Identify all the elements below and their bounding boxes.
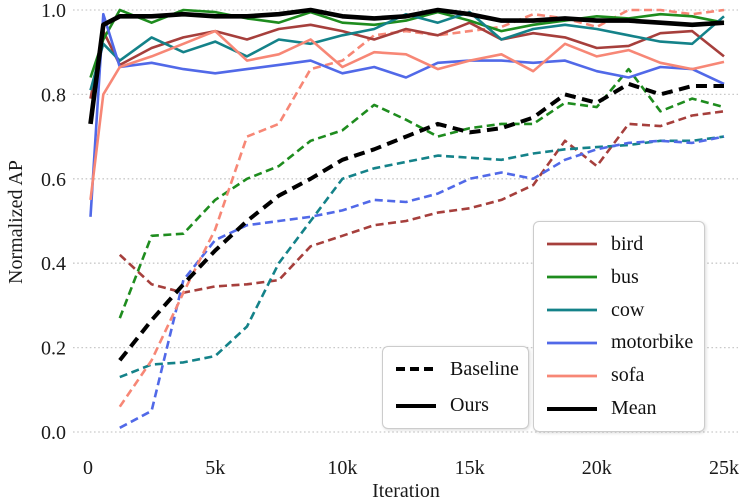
legend-label: sofa — [611, 364, 645, 387]
legend-line-swatch — [547, 275, 597, 279]
y-tick-label-0.8: 0.8 — [41, 84, 66, 106]
legend-line-swatch — [547, 243, 597, 246]
legend-categories: bird bus cow motorbike sofa Mean — [533, 221, 705, 432]
series-mean-baseline — [118, 81, 724, 362]
x-axis-label: Iteration — [372, 480, 440, 502]
legend-item-bird: bird — [546, 233, 692, 256]
legend-label: Ours — [450, 394, 489, 417]
series-sofa-ours — [89, 29, 725, 201]
legend-label: Mean — [611, 397, 657, 420]
legend-label: motorbike — [611, 331, 694, 354]
x-tick-label-5k: 5k — [205, 457, 225, 479]
axis-tick-labels: 0.0 0.2 0.4 0.6 0.8 1.0 0 5k 10k 15k 20k 25k — [41, 0, 739, 479]
y-tick-label-0.0: 0.0 — [41, 422, 66, 444]
legend-line-swatch — [547, 341, 597, 345]
legend-line-swatch — [547, 406, 597, 411]
legend-line-swatch — [396, 367, 436, 372]
y-tick-label-0.2: 0.2 — [41, 338, 66, 360]
legend-item-ours: Ours — [395, 394, 516, 417]
legend-item-cow: cow — [546, 299, 692, 322]
legend-line-swatch — [547, 308, 597, 312]
legend-item-baseline: Baseline — [395, 357, 519, 381]
legend-label: bus — [611, 265, 639, 288]
y-tick-label-1.0: 1.0 — [41, 0, 66, 22]
legend-line-swatch — [547, 374, 597, 378]
legend-label: cow — [611, 298, 645, 321]
legend-label: bird — [611, 232, 644, 255]
x-tick-label-20k: 20k — [582, 457, 612, 479]
x-tick-label-10k: 10k — [327, 457, 357, 479]
series-bird-ours — [89, 21, 725, 99]
legend-label: Baseline — [450, 357, 519, 380]
legend-line-swatch — [396, 403, 436, 408]
legend-item-bus: bus — [546, 266, 692, 289]
legend-item-motorbike: motorbike — [546, 331, 694, 354]
legend-item-sofa: sofa — [546, 364, 692, 387]
series-cow-baseline — [119, 135, 725, 379]
series-cow-ours — [89, 10, 725, 91]
x-tick-label-25k: 25k — [709, 457, 739, 479]
y-tick-label-0.4: 0.4 — [41, 253, 66, 275]
series-motorbike-ours — [89, 12, 725, 217]
y-axis-label: Normalized AP — [5, 160, 27, 284]
x-tick-label-0: 0 — [83, 457, 93, 479]
legend-line-styles: Baseline Ours — [382, 346, 529, 429]
series-motorbike-baseline — [119, 135, 725, 429]
series-bird-baseline — [118, 110, 725, 295]
legend-item-mean: Mean — [546, 397, 692, 420]
series-lines — [88, 7, 725, 429]
y-tick-label-0.6: 0.6 — [41, 169, 66, 191]
x-tick-label-15k: 15k — [455, 457, 485, 479]
series-mean-ours — [88, 7, 725, 125]
